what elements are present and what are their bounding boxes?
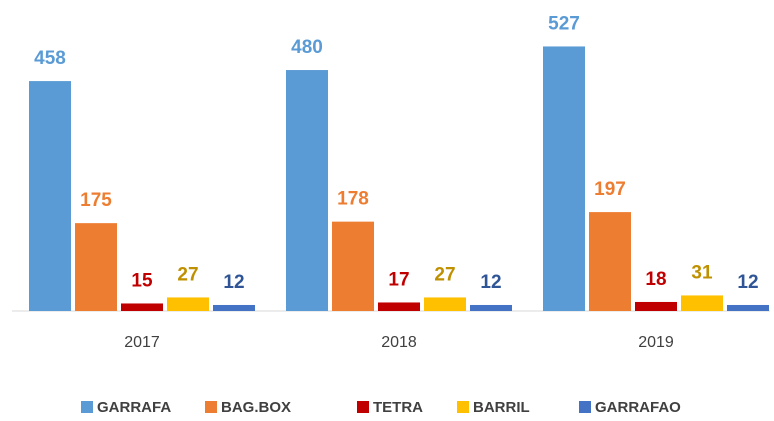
bar bbox=[332, 221, 374, 311]
legend-label: GARRAFAO bbox=[595, 399, 681, 416]
bar bbox=[727, 304, 769, 311]
x-tick-label: 2018 bbox=[381, 334, 417, 351]
bar bbox=[75, 223, 117, 311]
bar bbox=[29, 81, 71, 311]
data-label: 527 bbox=[548, 13, 580, 34]
data-label: 197 bbox=[594, 179, 626, 200]
data-label: 27 bbox=[177, 264, 198, 285]
data-label: 12 bbox=[480, 272, 501, 293]
data-label: 27 bbox=[434, 264, 455, 285]
legend-swatch bbox=[357, 401, 369, 413]
data-label: 175 bbox=[80, 190, 112, 211]
data-label: 480 bbox=[291, 37, 323, 58]
bar bbox=[470, 304, 512, 311]
data-label: 458 bbox=[34, 48, 66, 69]
bar bbox=[378, 302, 420, 311]
legend-label: BARRIL bbox=[473, 399, 530, 416]
legend-swatch bbox=[205, 401, 217, 413]
bar bbox=[635, 301, 677, 311]
bar bbox=[424, 297, 466, 311]
data-label: 17 bbox=[388, 269, 409, 290]
bar bbox=[213, 304, 255, 311]
data-label: 18 bbox=[645, 269, 666, 290]
legend-label: TETRA bbox=[373, 399, 423, 416]
bar bbox=[681, 295, 723, 311]
bar bbox=[286, 70, 328, 311]
legend-label: GARRAFA bbox=[97, 399, 171, 416]
legend-swatch bbox=[579, 401, 591, 413]
bar bbox=[543, 46, 585, 312]
legend-label: BAG.BOX bbox=[221, 399, 291, 416]
data-label: 15 bbox=[131, 270, 153, 291]
data-label: 178 bbox=[337, 189, 369, 210]
data-label: 12 bbox=[223, 272, 244, 293]
bar bbox=[121, 303, 163, 311]
x-tick-label: 2019 bbox=[638, 334, 674, 351]
legend-swatch bbox=[457, 401, 469, 413]
data-label: 12 bbox=[737, 272, 758, 293]
data-label: 31 bbox=[691, 262, 713, 283]
bar bbox=[167, 297, 209, 311]
bar bbox=[589, 212, 631, 311]
legend-swatch bbox=[81, 401, 93, 413]
x-tick-label: 2017 bbox=[124, 334, 160, 351]
